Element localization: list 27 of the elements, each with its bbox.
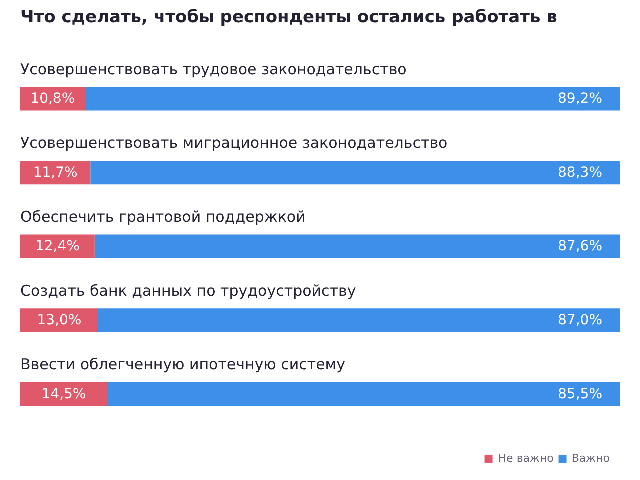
data-label: 89,2% bbox=[558, 90, 603, 107]
data-label: 10,8% bbox=[30, 90, 76, 107]
y-tick-label: Усовершенствовать миграционное законодательство bbox=[20, 134, 448, 152]
data-label: 13,0% bbox=[37, 312, 82, 328]
bar bbox=[98, 308, 620, 332]
bar bbox=[85, 87, 620, 111]
data-label: 14,5% bbox=[42, 386, 86, 402]
y-tick-label: Усовершенствовать трудовое законодательство bbox=[20, 60, 407, 78]
legend-label: Важно bbox=[572, 452, 610, 465]
chart-title: Что сделать, чтобы респонденты остались работать в bbox=[20, 8, 558, 28]
data-label: 12,4% bbox=[35, 238, 80, 255]
y-tick-label: Ввести облегченную ипотечную систему bbox=[20, 356, 346, 374]
data-label: 87,6% bbox=[558, 238, 603, 255]
data-label: 88,3% bbox=[558, 164, 603, 181]
bar bbox=[20, 308, 98, 332]
legend-label: Не важно bbox=[498, 452, 554, 465]
data-label: 87,0% bbox=[558, 312, 603, 328]
y-tick-label: Создать банк данных по трудоустройству bbox=[20, 282, 356, 300]
bar bbox=[20, 382, 108, 406]
bar bbox=[108, 382, 620, 406]
data-label: 85,5% bbox=[558, 386, 603, 402]
bar bbox=[20, 234, 95, 258]
y-tick-label: Обеспечить грантовой поддержкой bbox=[20, 208, 306, 226]
bar bbox=[94, 234, 620, 258]
bar bbox=[90, 160, 620, 185]
data-label: 11,7% bbox=[33, 164, 78, 181]
bar bbox=[20, 160, 91, 185]
